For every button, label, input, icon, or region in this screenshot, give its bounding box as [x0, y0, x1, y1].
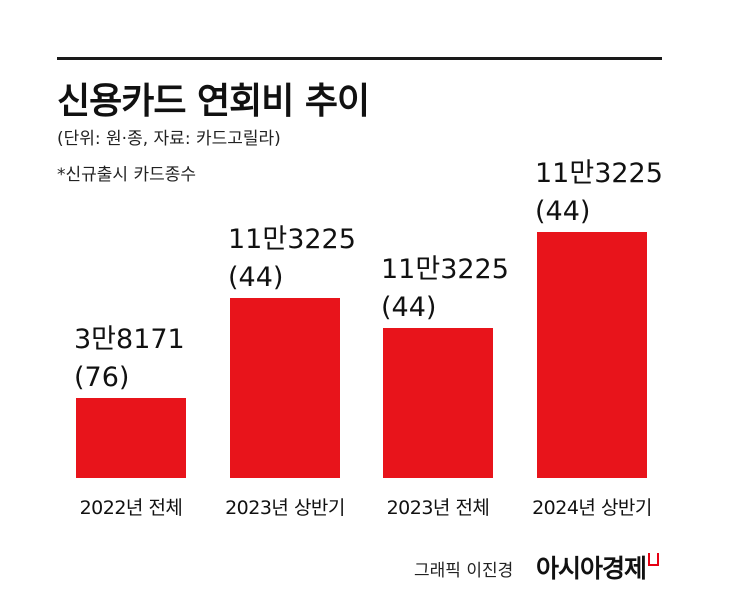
category-label-4: 2024년 상반기 — [532, 497, 652, 519]
bar-value-label-1: 3만8171 — [74, 324, 185, 355]
bar-count-label-2: (44) — [228, 262, 283, 293]
bar-count-label-4: (44) — [535, 196, 590, 227]
bar-4 — [537, 232, 647, 478]
category-label-2: 2023년 상반기 — [225, 497, 345, 519]
footnote: *신규출시 카드종수 — [57, 165, 197, 185]
category-label-1: 2022년 전체 — [80, 497, 183, 519]
bar-value-label-3: 11만3225 — [381, 254, 509, 285]
chart-title: 신용카드 연회비 추이 — [57, 81, 370, 122]
bar-count-label-3: (44) — [381, 292, 436, 323]
bar-value-label-4: 11만3225 — [535, 158, 663, 189]
logo-text: 아시아경제 — [536, 554, 647, 583]
category-label-3: 2023년 전체 — [387, 497, 490, 519]
bar-1 — [76, 398, 186, 478]
bar-value-label-2: 11만3225 — [228, 224, 356, 255]
units-source-note: (단위: 원·종, 자료: 카드고릴라) — [57, 129, 281, 149]
graphic-credit: 그래픽 이진경 — [414, 561, 514, 581]
logo-mark-icon — [648, 553, 660, 566]
top-rule — [57, 57, 662, 60]
bar-count-label-1: (76) — [74, 362, 129, 393]
bar-3 — [383, 328, 493, 478]
publisher-logo: 아시아경제 — [536, 549, 660, 585]
bar-2 — [230, 298, 340, 478]
